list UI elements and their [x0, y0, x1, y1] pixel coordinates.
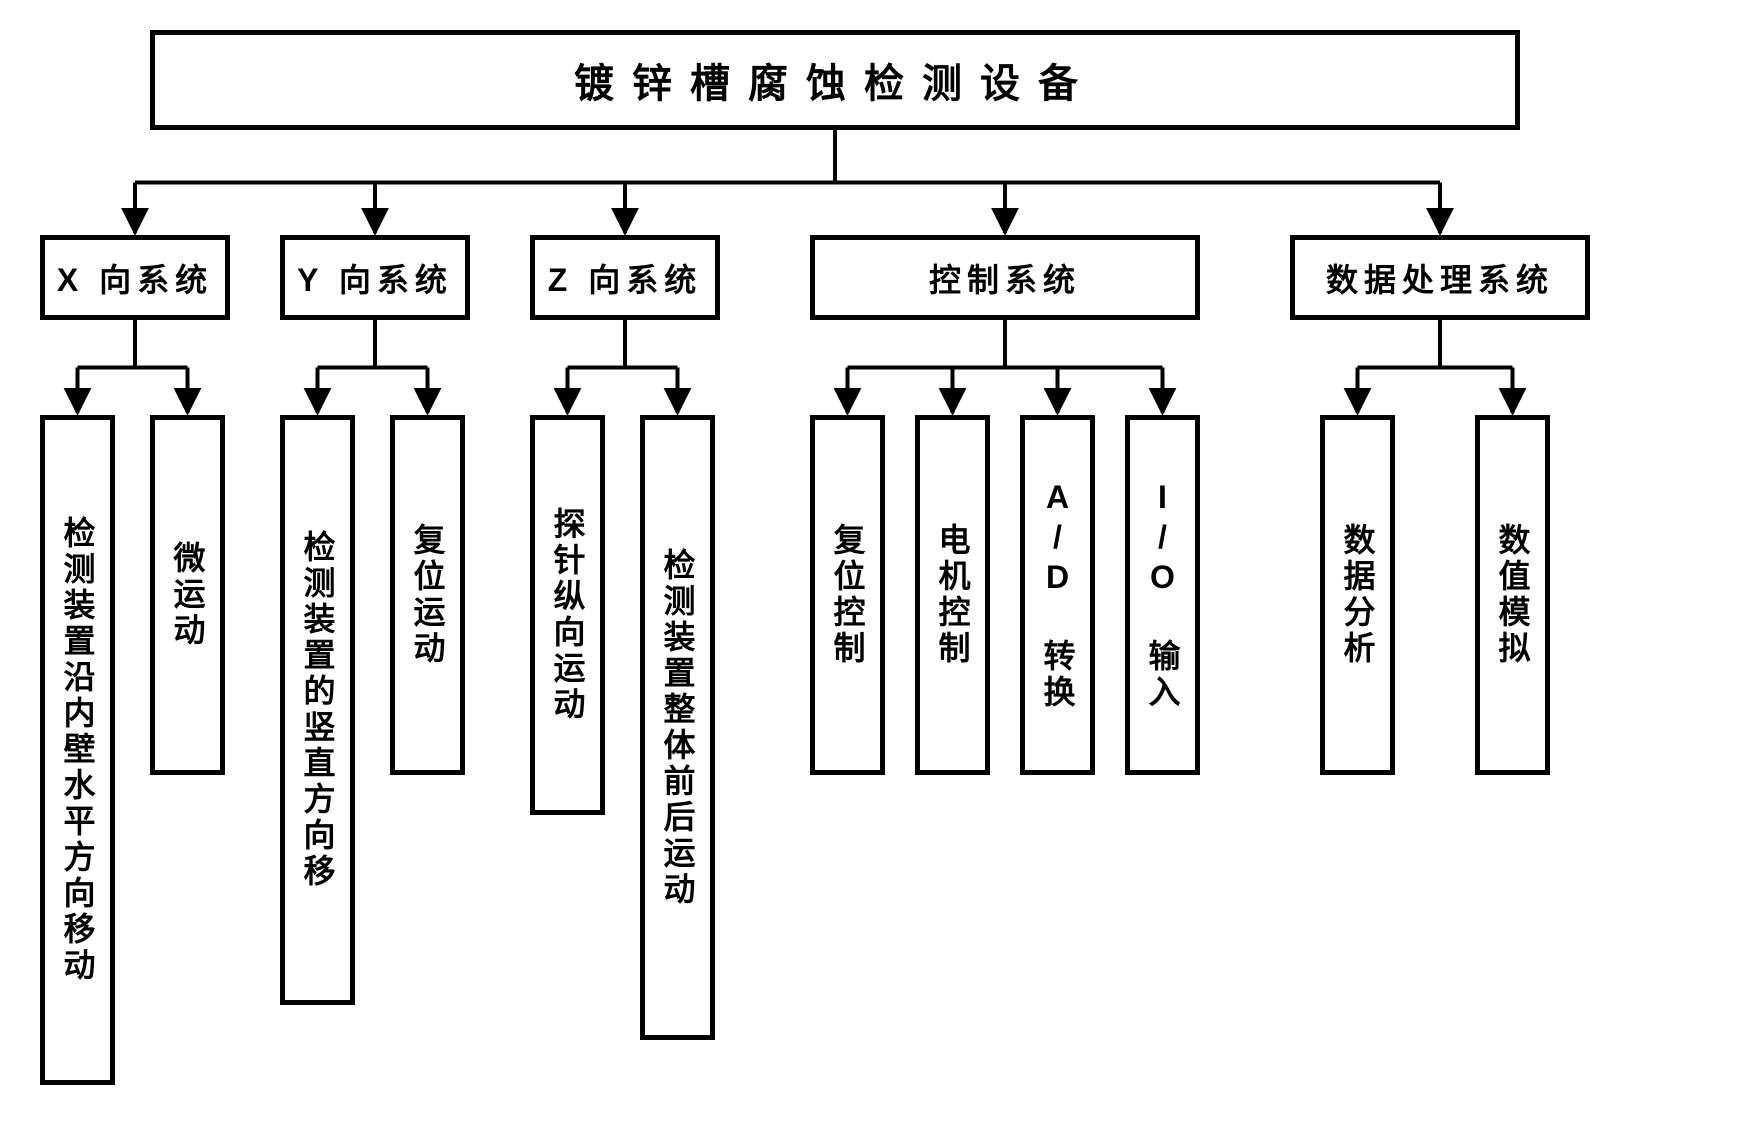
tree-diagram: 镀锌槽腐蚀检测设备 X 向系统检测装置沿内壁水平方向移动 微运动 Y 向系统检测装置的…	[20, 20, 1742, 1107]
leaf-node: 检测装置的竖直方向移	[280, 415, 355, 1005]
leaf-node: 检测装置整体前后运动	[640, 415, 715, 1040]
leaf-label: A/D 转换	[1035, 479, 1081, 711]
branch-node: X 向系统	[40, 235, 230, 320]
leaf-node: 复位运动	[390, 415, 465, 775]
root-node: 镀锌槽腐蚀检测设备	[150, 30, 1520, 130]
leaf-label: 微运动	[165, 541, 211, 649]
leaf-node: 微运动	[150, 415, 225, 775]
leaf-node: 数据分析	[1320, 415, 1395, 775]
branch-node: Z 向系统	[530, 235, 720, 320]
leaf-label: 数据分析	[1335, 523, 1381, 667]
leaf-label: I/O 输入	[1140, 479, 1186, 711]
branch-node: 控制系统	[810, 235, 1200, 320]
branch-node: Y 向系统	[280, 235, 470, 320]
leaf-node: 数值模拟	[1475, 415, 1550, 775]
leaf-label: 探针纵向运动	[545, 507, 591, 723]
leaf-node: 探针纵向运动	[530, 415, 605, 815]
leaf-label: 检测装置沿内壁水平方向移动	[55, 516, 101, 984]
leaf-node: I/O 输入	[1125, 415, 1200, 775]
leaf-label: 检测装置整体前后运动	[655, 548, 701, 908]
leaf-label: 电机控制	[930, 523, 976, 667]
leaf-label: 复位运动	[405, 523, 451, 667]
leaf-node: 复位控制	[810, 415, 885, 775]
leaf-node: 电机控制	[915, 415, 990, 775]
leaf-node: A/D 转换	[1020, 415, 1095, 775]
leaf-label: 检测装置的竖直方向移	[295, 530, 341, 890]
leaf-node: 检测装置沿内壁水平方向移动	[40, 415, 115, 1085]
leaf-label: 数值模拟	[1490, 523, 1536, 667]
leaf-label: 复位控制	[825, 523, 871, 667]
branch-node: 数据处理系统	[1290, 235, 1590, 320]
